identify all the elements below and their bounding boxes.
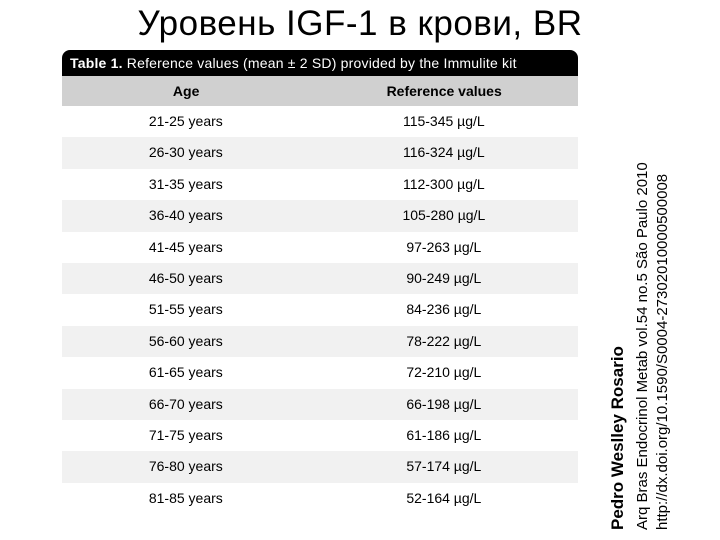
cell-age: 31-35 years [62,169,310,200]
cell-val: 78-222 µg/L [310,326,578,357]
page-title: Уровень IGF-1 в крови, BR [0,4,720,44]
table-caption-text: Reference values (mean ± 2 SD) provided … [123,55,517,71]
table-row: 61-65 years72-210 µg/L [62,357,578,388]
table-row: 36-40 years105-280 µg/L [62,200,578,231]
table-row: 31-35 years112-300 µg/L [62,169,578,200]
cell-val: 116-324 µg/L [310,137,578,168]
table-row: 46-50 years90-249 µg/L [62,263,578,294]
cell-age: 76-80 years [62,451,310,482]
cell-val: 84-236 µg/L [310,294,578,325]
cell-age: 41-45 years [62,232,310,263]
cell-age: 66-70 years [62,389,310,420]
cell-age: 71-75 years [62,420,310,451]
table-caption: Table 1. Reference values (mean ± 2 SD) … [62,50,578,76]
cell-age: 26-30 years [62,137,310,168]
cell-age: 46-50 years [62,263,310,294]
cell-val: 105-280 µg/L [310,200,578,231]
cell-age: 61-65 years [62,357,310,388]
cell-val: 90-249 µg/L [310,263,578,294]
table-row: 76-80 years57-174 µg/L [62,451,578,482]
table-row: 71-75 years61-186 µg/L [62,420,578,451]
table-row: 21-25 years115-345 µg/L [62,106,578,137]
cell-val: 66-198 µg/L [310,389,578,420]
table-body: 21-25 years115-345 µg/L 26-30 years116-3… [62,106,578,514]
cell-age: 56-60 years [62,326,310,357]
cell-val: 112-300 µg/L [310,169,578,200]
citation-author: Pedro Weslley Rosario [608,346,628,530]
cell-val: 61-186 µg/L [310,420,578,451]
slide: Уровень IGF-1 в крови, BR Table 1. Refer… [0,0,720,540]
cell-val: 115-345 µg/L [310,106,578,137]
table-row: 56-60 years78-222 µg/L [62,326,578,357]
table-row: 81-85 years52-164 µg/L [62,483,578,514]
reference-table: Table 1. Reference values (mean ± 2 SD) … [62,50,578,514]
table-caption-prefix: Table 1. [70,55,123,71]
table-header-row: Age Reference values [62,76,578,106]
table-row: 41-45 years97-263 µg/L [62,232,578,263]
citation-doi: http://dx.doi.org/10.1590/S0004-27302010… [654,174,671,530]
cell-val: 57-174 µg/L [310,451,578,482]
citation-journal: Arq Bras Endocrinol Metab vol.54 no.5 Sã… [634,162,651,530]
cell-age: 36-40 years [62,200,310,231]
table-row: 51-55 years84-236 µg/L [62,294,578,325]
table-header-ref: Reference values [310,76,578,106]
table-header-age: Age [62,76,310,106]
table-row: 66-70 years66-198 µg/L [62,389,578,420]
cell-age: 21-25 years [62,106,310,137]
cell-age: 81-85 years [62,483,310,514]
table-row: 26-30 years116-324 µg/L [62,137,578,168]
cell-val: 52-164 µg/L [310,483,578,514]
cell-val: 97-263 µg/L [310,232,578,263]
cell-val: 72-210 µg/L [310,357,578,388]
cell-age: 51-55 years [62,294,310,325]
